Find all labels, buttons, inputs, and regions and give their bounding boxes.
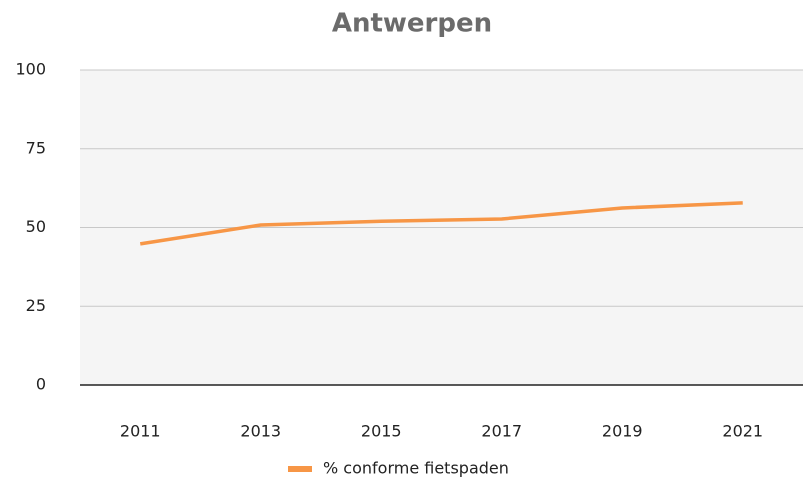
y-tick-label: 50 (26, 217, 46, 236)
x-tick-label: 2013 (240, 422, 281, 441)
legend-label: % conforme fietspaden (323, 459, 509, 478)
x-tick-label: 2015 (361, 422, 402, 441)
y-tick-label: 100 (15, 60, 46, 79)
x-tick-label: 2017 (481, 422, 522, 441)
data-line (139, 201, 743, 246)
y-tick-label: 75 (26, 138, 46, 157)
x-tick-label: 2011 (120, 422, 161, 441)
x-tick-label: 2019 (602, 422, 643, 441)
x-tick-label: 2021 (722, 422, 763, 441)
y-tick-label: 0 (36, 375, 46, 394)
chart-title: Antwerpen (332, 9, 492, 39)
y-tick-label: 25 (26, 296, 46, 315)
